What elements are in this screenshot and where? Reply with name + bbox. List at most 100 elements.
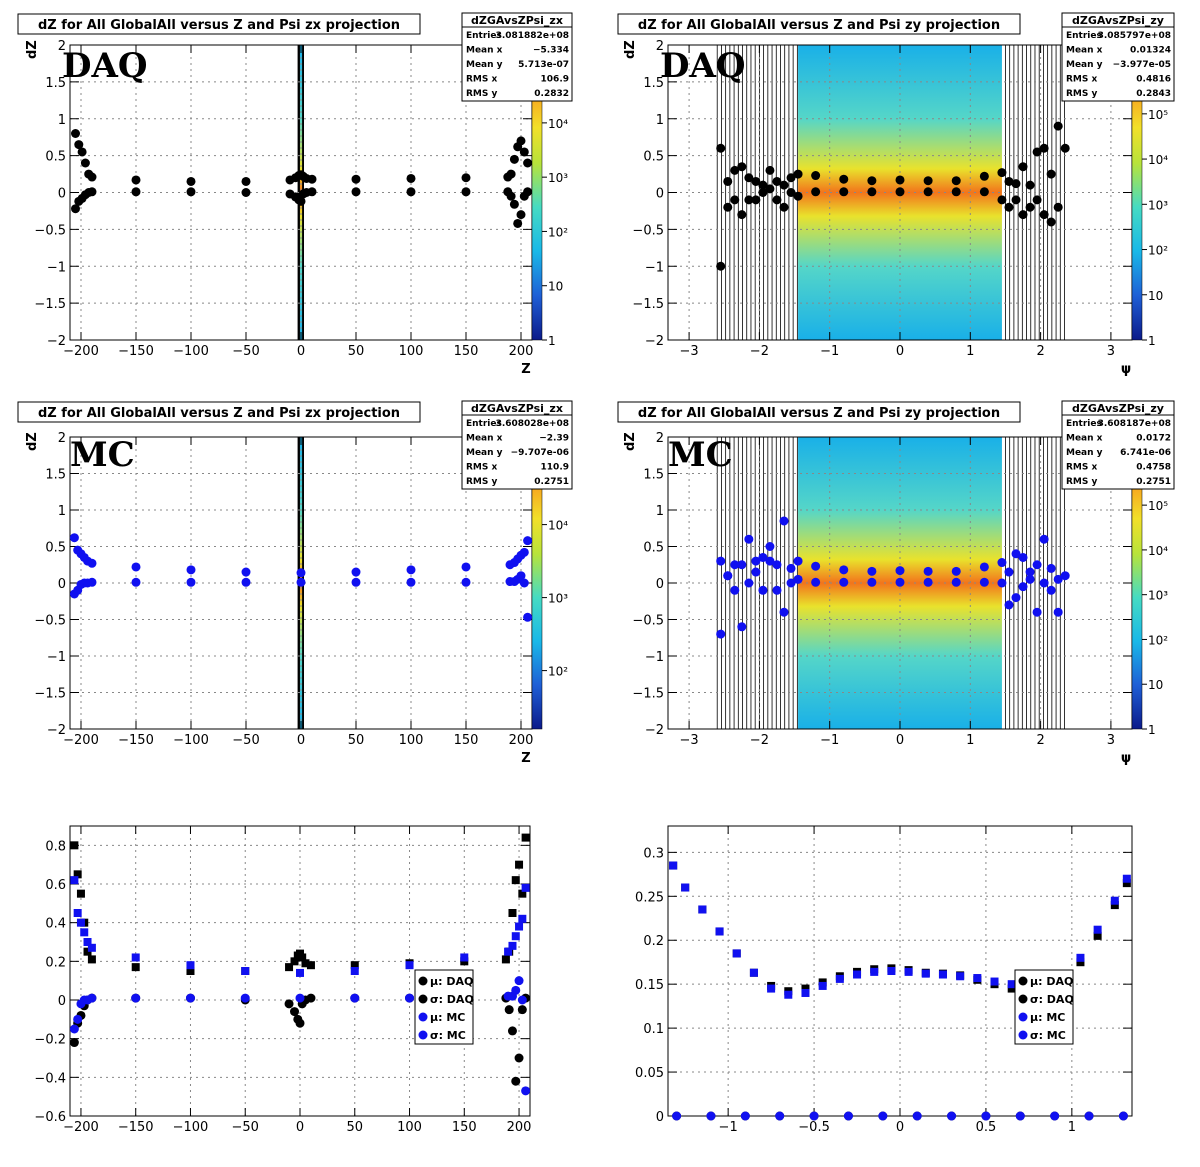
data-point: [765, 556, 775, 566]
y-tick-label: −1: [645, 650, 664, 665]
data-point: [516, 571, 526, 581]
data-point: [523, 158, 533, 168]
data-point: [669, 861, 678, 870]
data-point: [716, 556, 726, 566]
data-point: [895, 187, 905, 197]
y-tick-label: 1: [58, 113, 66, 128]
data-point: [809, 1111, 819, 1121]
data-point: [870, 967, 879, 976]
data-point: [951, 577, 961, 587]
stats-value: 5.713e-07: [518, 60, 569, 70]
data-point: [923, 187, 933, 197]
legend-entry: μ: MC: [430, 1011, 465, 1024]
data-point: [1032, 560, 1042, 570]
color-scale-label: 10: [1148, 289, 1163, 303]
y-tick-label: −1: [47, 650, 66, 665]
data-point: [811, 187, 821, 197]
y-tick-label: −0.5: [34, 223, 66, 238]
data-point: [80, 158, 90, 168]
x-tick-label: −150: [118, 1120, 154, 1135]
stats-label: RMS y: [466, 89, 498, 99]
data-point: [979, 577, 989, 587]
legend-marker: [418, 1030, 428, 1040]
data-point: [511, 876, 520, 885]
x-tick-label: 150: [452, 1120, 477, 1135]
stats-label: Mean y: [1066, 60, 1103, 70]
data-point: [296, 968, 304, 977]
stats-value: 106.9: [541, 75, 569, 85]
data-point: [744, 173, 754, 183]
y-tick-label: 0.1: [643, 1022, 664, 1037]
data-point: [811, 577, 821, 587]
dataset-label: MC: [668, 435, 733, 475]
data-point: [887, 967, 896, 975]
data-point: [73, 909, 82, 917]
data-point: [772, 195, 782, 205]
data-point: [73, 1014, 83, 1024]
data-point: [1093, 931, 1102, 940]
data-point: [737, 560, 747, 570]
data-point: [973, 974, 982, 983]
data-point: [818, 981, 827, 990]
stats-label: RMS y: [466, 477, 498, 487]
data-point: [1053, 121, 1063, 131]
data-point: [296, 568, 306, 578]
data-points: [71, 129, 533, 228]
y-tick-label: −0.5: [34, 614, 66, 629]
data-point: [76, 889, 85, 898]
legend-marker: [1018, 976, 1028, 986]
legend-entry: σ: MC: [1030, 1029, 1066, 1042]
legend-marker: [1018, 1012, 1028, 1022]
data-point: [751, 567, 761, 577]
legend-entry: σ: DAQ: [1030, 993, 1074, 1006]
panel-cmp_psi: −1 −0.5 0 0.5 1 0 0.05 0.1 0.15 0.2 0.25 0.3 μ: DAQ σ…: [635, 825, 1133, 1135]
data-point: [517, 995, 527, 1005]
data-point: [772, 560, 782, 570]
data-point: [69, 1038, 79, 1048]
stats-name: dZGAvsZPsi_zx: [471, 14, 563, 27]
data-point: [751, 556, 761, 566]
y-tick-label: −0.5: [632, 614, 664, 629]
data-point: [867, 577, 877, 587]
x-tick-label: −200: [63, 344, 99, 359]
data-point: [730, 560, 740, 570]
y-tick-label: −1: [47, 260, 66, 275]
data-point: [951, 566, 961, 576]
data-point: [514, 1053, 524, 1063]
stats-value: 0.0172: [1136, 434, 1171, 444]
y-tick-label: −0.5: [632, 223, 664, 238]
data-point: [1039, 210, 1049, 220]
y-tick-label: 0.2: [45, 955, 66, 970]
data-point: [186, 967, 195, 975]
x-tick-label: −50: [232, 344, 259, 359]
data-point: [508, 941, 517, 950]
color-scale-label: 1: [1148, 723, 1156, 737]
data-point: [956, 972, 965, 981]
data-point: [87, 577, 97, 587]
x-tick-label: 150: [454, 344, 479, 359]
title-box: [17, 13, 421, 35]
data-point: [730, 195, 740, 205]
data-point: [296, 196, 306, 206]
data-point: [951, 187, 961, 197]
data-point: [923, 176, 933, 186]
data-points: [69, 533, 533, 622]
data-point: [730, 585, 740, 595]
legend-marker: [418, 976, 428, 986]
data-point: [87, 187, 97, 197]
data-point: [1025, 567, 1035, 577]
data-point: [839, 577, 849, 587]
data-point: [509, 154, 519, 164]
data-point: [298, 953, 307, 962]
stats-label: Mean y: [466, 60, 503, 70]
stats-label: RMS x: [466, 463, 498, 473]
data-point: [786, 578, 796, 588]
data-point: [131, 993, 141, 1003]
x-tick-label: 3: [1107, 733, 1115, 748]
data-point: [681, 883, 690, 892]
stats-box: [461, 12, 573, 102]
color-scale-label: 10³: [548, 171, 568, 185]
data-point: [772, 176, 782, 186]
data-point: [186, 187, 196, 197]
data-point: [1053, 574, 1063, 584]
